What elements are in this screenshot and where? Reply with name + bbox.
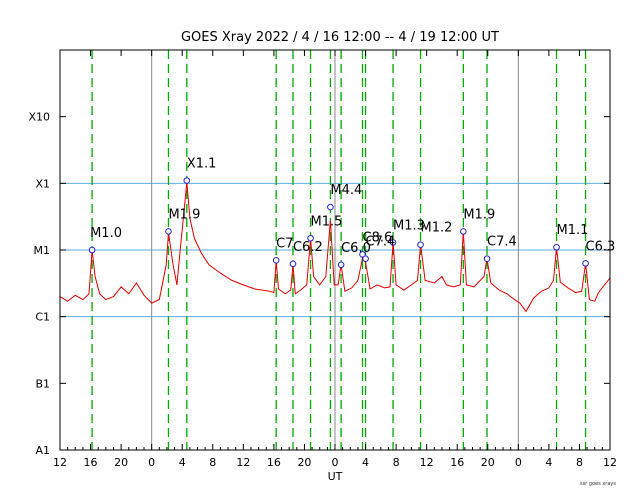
- flare-label: C7.4: [487, 235, 517, 250]
- x-tick-label: 12: [236, 456, 250, 469]
- x-tick-label: 12: [53, 456, 67, 469]
- flare-peak-marker: [389, 239, 397, 246]
- x-tick-label: 20: [114, 456, 128, 469]
- flare-peak-marker: [337, 261, 345, 269]
- x-tick-label: 0: [332, 456, 339, 469]
- x-tick-label: 20: [297, 456, 311, 469]
- x-tick-label: 16: [267, 456, 281, 469]
- flare-label: C7.4: [366, 235, 396, 250]
- x-tick-label: 8: [209, 456, 216, 469]
- flare-label: M1.3: [393, 218, 425, 233]
- flare-label: M1.5: [311, 214, 343, 229]
- flare-peak-marker: [307, 234, 314, 242]
- flare-peak-marker: [359, 251, 366, 258]
- chart-title: GOES Xray 2022 / 4 / 16 12:00 -- 4 / 19 …: [181, 30, 499, 45]
- flare-peak-marker: [272, 257, 280, 264]
- flare-label: C8.6: [363, 230, 393, 245]
- flare-peak-marker: [553, 243, 560, 251]
- flare-peak-marker: [582, 260, 589, 267]
- x-tick-label: 0: [515, 456, 522, 469]
- flare-label: M1.2: [421, 221, 453, 236]
- x-tick-label: 8: [576, 456, 583, 469]
- footer-note: ssr goes xrays: [580, 481, 616, 487]
- y-tick-label: X10: [28, 111, 50, 124]
- x-tick-label: 4: [179, 456, 186, 469]
- x-tick-label: 0: [148, 456, 155, 469]
- flare-peak-marker: [460, 228, 467, 235]
- flare-peak-marker: [362, 255, 369, 263]
- x-tick-label: 4: [545, 456, 552, 469]
- flare-peak-marker: [327, 203, 334, 211]
- flare-label: M4.4: [330, 183, 362, 198]
- x-tick-label: 20: [481, 456, 495, 469]
- flare-label: C6.3: [586, 239, 616, 254]
- x-tick-label: 12: [420, 456, 434, 469]
- flare-label: C7: [276, 236, 293, 251]
- x-tick-label: 16: [450, 456, 464, 469]
- y-tick-label: B1: [35, 377, 50, 390]
- flare-peak-marker: [417, 241, 424, 249]
- flare-peak-marker: [88, 246, 96, 254]
- flare-label: X1.1: [187, 157, 217, 172]
- x-tick-label: 8: [393, 456, 400, 469]
- flare-label: M1.9: [168, 207, 200, 222]
- flare-label: C6.2: [293, 240, 323, 255]
- x-tick-label: 16: [84, 456, 98, 469]
- flare-label: M1.9: [463, 207, 495, 222]
- flare-label: M1.1: [557, 223, 589, 238]
- y-tick-label: X1: [35, 177, 50, 190]
- flare-peak-marker: [165, 228, 172, 235]
- x-axis-label: UT: [328, 470, 343, 483]
- x-tick-label: 4: [362, 456, 369, 469]
- flare-label: C6.0: [341, 241, 371, 256]
- flare-peak-marker: [289, 260, 297, 268]
- y-tick-label: M1: [34, 244, 51, 257]
- y-tick-label: C1: [35, 311, 50, 324]
- y-tick-label: A1: [35, 444, 50, 457]
- xray-flux-series: [59, 181, 611, 313]
- flare-peak-marker: [183, 177, 191, 184]
- flare-label: M1.0: [90, 226, 122, 241]
- x-tick-label: 12: [603, 456, 617, 469]
- flare-peak-marker: [483, 255, 491, 263]
